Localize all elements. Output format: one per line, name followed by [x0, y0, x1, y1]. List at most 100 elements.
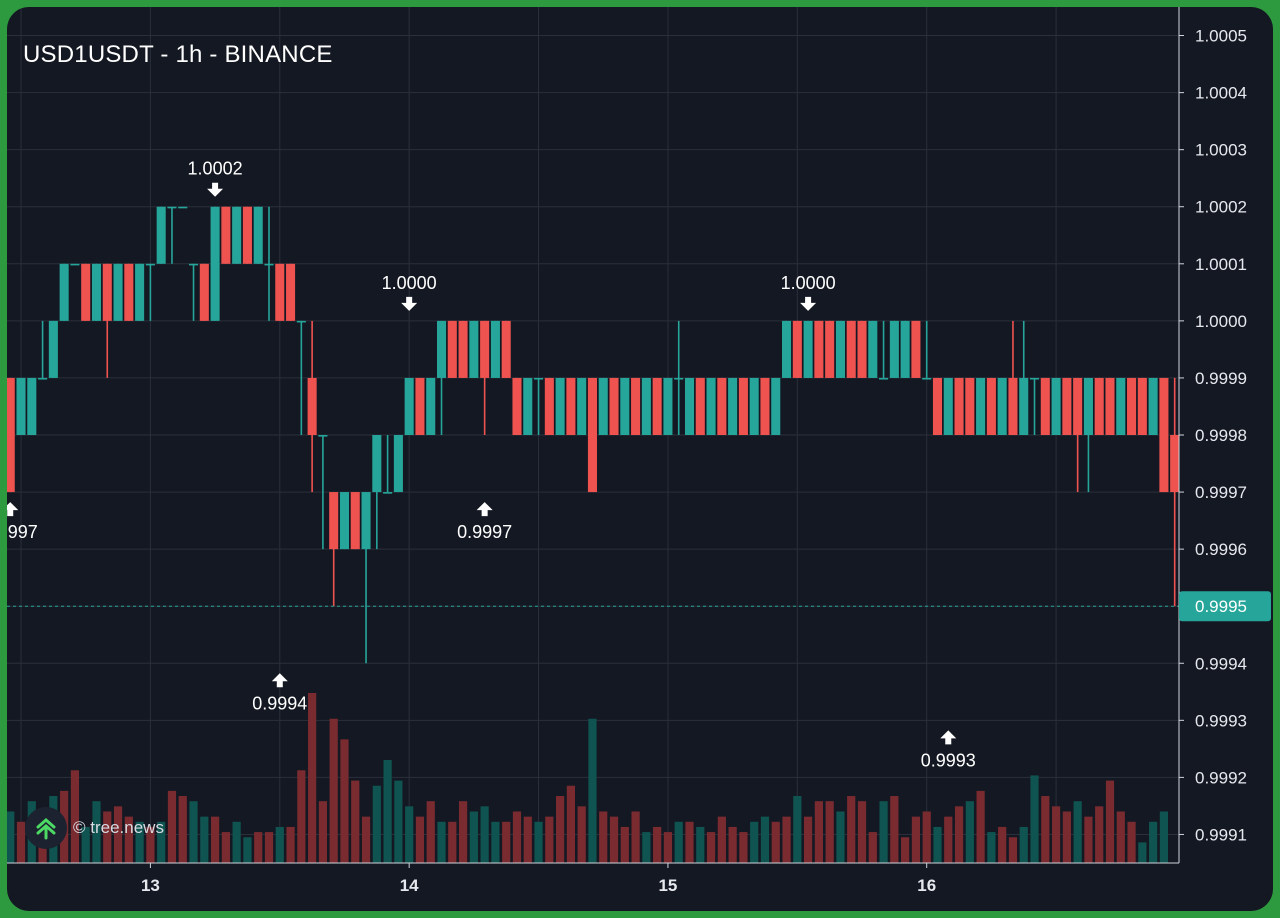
- volume-bar: [275, 826, 284, 863]
- candle: [1083, 377, 1093, 493]
- candle-body: [803, 320, 813, 378]
- volume-bar: [954, 806, 964, 863]
- candle: [598, 377, 608, 435]
- candle: [339, 492, 350, 550]
- chart-frame: 1.0005 1.0004 1.0003 1.0002 1.0001 1.0000 0.99…: [7, 7, 1273, 911]
- volume-bar: [458, 801, 468, 863]
- volume-bar: [1073, 801, 1082, 863]
- y-tick-label: 1.0003: [1195, 141, 1247, 160]
- candle-body: [1062, 377, 1072, 435]
- candle-body: [296, 320, 306, 323]
- watermark: © tree.news: [25, 807, 164, 849]
- volume-bar: [254, 832, 263, 863]
- candle-body: [943, 377, 953, 435]
- candle-body: [587, 377, 597, 493]
- volume-bar: [857, 801, 867, 863]
- candle: [361, 492, 371, 664]
- candle: [490, 320, 500, 378]
- candle-body: [1148, 377, 1158, 435]
- volume-bar: [847, 796, 856, 863]
- volume-bar: [782, 816, 791, 863]
- volume-bar: [642, 832, 651, 863]
- volume-bar: [318, 801, 328, 863]
- annotation-down: 1.0000: [781, 273, 836, 311]
- volume-bar: [901, 837, 910, 863]
- candle: [523, 377, 533, 435]
- volume-bar: [491, 821, 500, 863]
- candle-body: [922, 377, 932, 380]
- candle: [70, 263, 80, 266]
- candle-body: [846, 320, 856, 378]
- volume-bar: [448, 821, 457, 863]
- candle: [1040, 377, 1050, 435]
- arrow-up-icon: [271, 673, 288, 688]
- volume-bar: [879, 801, 888, 863]
- candle: [145, 263, 155, 321]
- candle: [156, 206, 166, 264]
- candle-body: [868, 320, 878, 378]
- candle-body: [889, 320, 899, 378]
- candle: [7, 377, 15, 493]
- volume-bar: [1149, 821, 1158, 863]
- candle-body: [48, 320, 58, 378]
- candle: [728, 377, 738, 435]
- candle: [27, 377, 37, 435]
- candle: [900, 320, 910, 378]
- candle-body: [523, 377, 533, 435]
- candle-body: [102, 263, 112, 321]
- candle-body: [879, 377, 889, 380]
- candle: [81, 263, 91, 321]
- volume-bar: [210, 816, 220, 863]
- candle-body: [426, 377, 436, 435]
- candle: [415, 377, 425, 435]
- candle: [1073, 377, 1083, 493]
- candle: [587, 377, 597, 493]
- candle-body: [1159, 377, 1169, 493]
- candle: [738, 377, 748, 435]
- volume-bar: [81, 826, 90, 863]
- candle: [641, 377, 651, 435]
- candle: [674, 320, 684, 435]
- volume-bar: [469, 811, 478, 863]
- candle: [997, 377, 1007, 435]
- candle: [480, 320, 490, 435]
- candle-body: [81, 263, 91, 321]
- volume-bar: [739, 832, 748, 863]
- candle-body: [835, 320, 845, 378]
- candle: [1029, 377, 1040, 435]
- price-chart[interactable]: 1.0005 1.0004 1.0003 1.0002 1.0001 1.0000 0.99…: [7, 7, 1273, 911]
- volume-bar: [545, 816, 554, 863]
- annotation-up: 0.9997: [457, 502, 512, 542]
- candle-body: [857, 320, 867, 378]
- candle-body: [447, 320, 457, 378]
- candle: [1062, 377, 1072, 435]
- candle: [436, 320, 447, 435]
- candle-body: [1116, 377, 1126, 435]
- volume-bar: [1105, 780, 1115, 863]
- volume-bar: [7, 811, 15, 863]
- candle: [976, 377, 986, 435]
- volume-bar: [911, 816, 921, 863]
- candle-body: [232, 206, 242, 264]
- candle-body: [641, 377, 651, 435]
- volume-bar: [480, 806, 489, 863]
- y-tick-label: 0.9994: [1195, 654, 1247, 673]
- candle-body: [760, 377, 770, 435]
- candle-body: [70, 263, 80, 266]
- annotation-label: 1.0000: [781, 273, 836, 293]
- volume-bar: [264, 832, 274, 863]
- candle: [663, 377, 673, 435]
- candle-body: [738, 377, 748, 435]
- candle: [1051, 377, 1061, 435]
- candle-body: [900, 320, 910, 378]
- candle: [372, 435, 382, 550]
- candle-body: [490, 320, 500, 378]
- candle: [167, 206, 177, 264]
- volume-bar: [383, 759, 392, 863]
- candle: [857, 320, 867, 378]
- candle-body: [188, 263, 199, 266]
- volume-bar: [512, 811, 522, 863]
- volume-bar: [1030, 775, 1039, 863]
- candle-body: [350, 492, 360, 550]
- candle-body: [512, 377, 522, 435]
